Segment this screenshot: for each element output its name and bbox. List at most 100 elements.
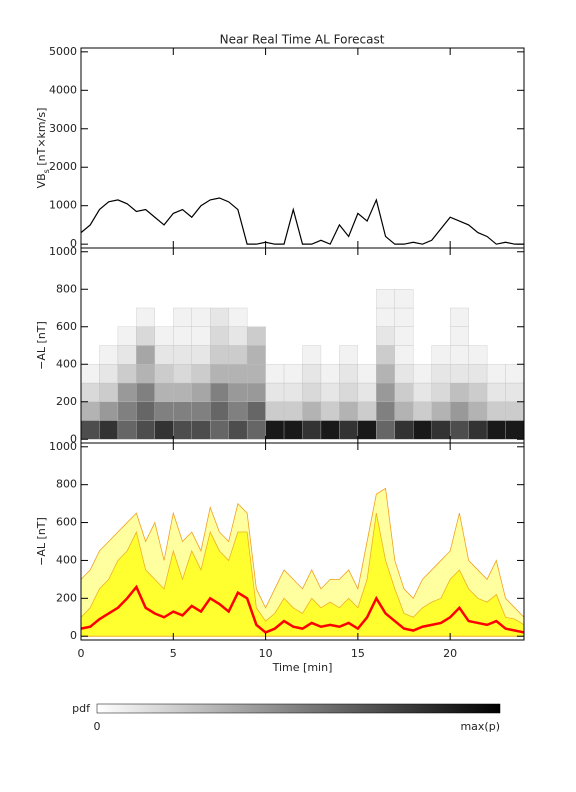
pdf-cell — [468, 420, 488, 440]
pdf-cell — [191, 345, 211, 365]
colorbar-label: pdf — [72, 702, 91, 715]
pdf-cell — [117, 382, 137, 402]
pdf-cell — [468, 345, 488, 365]
pdf-cell — [154, 326, 174, 346]
y-tick-label: 1000 — [49, 199, 77, 212]
y-axis-label-sub: s — [42, 169, 51, 173]
pdf-cell — [191, 382, 211, 402]
pdf-cell — [486, 364, 506, 384]
pdf-cell — [283, 401, 303, 421]
pdf-cell — [486, 401, 506, 421]
pdf-cell — [210, 382, 229, 402]
pdf-cell — [431, 345, 451, 365]
pdf-cell — [228, 420, 248, 440]
pdf-cell — [339, 420, 359, 440]
pdf-cell — [154, 364, 174, 384]
pdf-cell — [99, 345, 119, 365]
pdf-cell — [136, 364, 155, 384]
pdf-cell — [283, 382, 303, 402]
pdf-cell — [210, 420, 229, 440]
pdf-cell — [136, 420, 155, 440]
pdf-cell — [265, 401, 285, 421]
pdf-cell — [394, 420, 414, 440]
pdf-cell — [505, 420, 525, 440]
pdf-cell — [173, 345, 192, 365]
pdf-cell — [117, 364, 137, 384]
pdf-cell — [80, 364, 100, 384]
pdf-cell — [302, 382, 322, 402]
pdf-cell — [394, 326, 414, 346]
pdf-cell — [376, 345, 395, 365]
pdf-cell — [376, 420, 395, 440]
pdf-cell — [450, 345, 469, 365]
pdf-cell — [413, 401, 432, 421]
pdf-cell — [191, 401, 211, 421]
x-tick-label: 20 — [443, 647, 457, 660]
x-tick-label: 5 — [170, 647, 177, 660]
pdf-cell — [376, 364, 395, 384]
pdf-cell — [136, 307, 155, 327]
pdf-cell — [320, 364, 340, 384]
colorbar — [96, 703, 501, 714]
pdf-cell — [376, 289, 395, 309]
plot-area — [80, 487, 525, 637]
pdf-cell — [283, 364, 303, 384]
pdf-cell — [80, 401, 100, 421]
pdf-cell — [394, 382, 414, 402]
pdf-cell — [468, 382, 488, 402]
pdf-cell — [431, 401, 451, 421]
pdf-cell — [450, 382, 469, 402]
axes-frame — [80, 442, 525, 641]
pdf-cell — [246, 401, 266, 421]
pdf-cell — [136, 401, 155, 421]
pdf-cell — [246, 364, 266, 384]
pdf-cell — [228, 364, 248, 384]
pdf-cell — [339, 401, 359, 421]
pdf-cell — [394, 307, 414, 327]
pdf-cell — [246, 420, 266, 440]
pdf-cell — [80, 420, 100, 440]
pdf-cell — [228, 307, 248, 327]
pdf-cell — [394, 345, 414, 365]
axes-frame — [80, 47, 525, 249]
pdf-cell — [468, 401, 488, 421]
pdf-cell — [154, 420, 174, 440]
pdf-cell — [191, 420, 211, 440]
pdf-cell — [413, 364, 432, 384]
pdf-cell — [117, 401, 137, 421]
pdf-cell — [357, 420, 377, 440]
pdf-cell — [210, 326, 229, 346]
pdf-cell — [246, 345, 266, 365]
pdf-cell — [413, 420, 432, 440]
pdf-cell — [413, 382, 432, 402]
pdf-cell — [210, 364, 229, 384]
pdf-cell — [210, 401, 229, 421]
pdf-cell — [191, 307, 211, 327]
pdf-cell — [99, 401, 119, 421]
y-tick-label: 5000 — [49, 45, 77, 58]
y-tick-label: 0 — [70, 237, 77, 250]
pdf-cell — [228, 345, 248, 365]
pdf-cell — [265, 420, 285, 440]
colorbar-min: 0 — [94, 720, 101, 733]
y-tick-label: 1000 — [49, 245, 77, 258]
pdf-cell — [302, 345, 322, 365]
pdf-cell — [394, 289, 414, 309]
pdf-cell — [505, 401, 525, 421]
pdf-cell — [505, 382, 525, 402]
pdf-cell — [394, 364, 414, 384]
pdf-cell — [265, 382, 285, 402]
y-tick-label: 4000 — [49, 83, 77, 96]
pdf-cell — [173, 307, 192, 327]
pdf-cell — [136, 345, 155, 365]
pdf-cell — [357, 382, 377, 402]
pdf-cell — [154, 382, 174, 402]
pdf-cell — [450, 364, 469, 384]
pdf-cell — [210, 307, 229, 327]
y-tick-label: 2000 — [49, 160, 77, 173]
y-axis-label: −AL [nT] — [35, 517, 48, 566]
y-axis-label-main: VB — [35, 173, 48, 188]
pdf-cell — [210, 345, 229, 365]
pdf-cell — [228, 326, 248, 346]
